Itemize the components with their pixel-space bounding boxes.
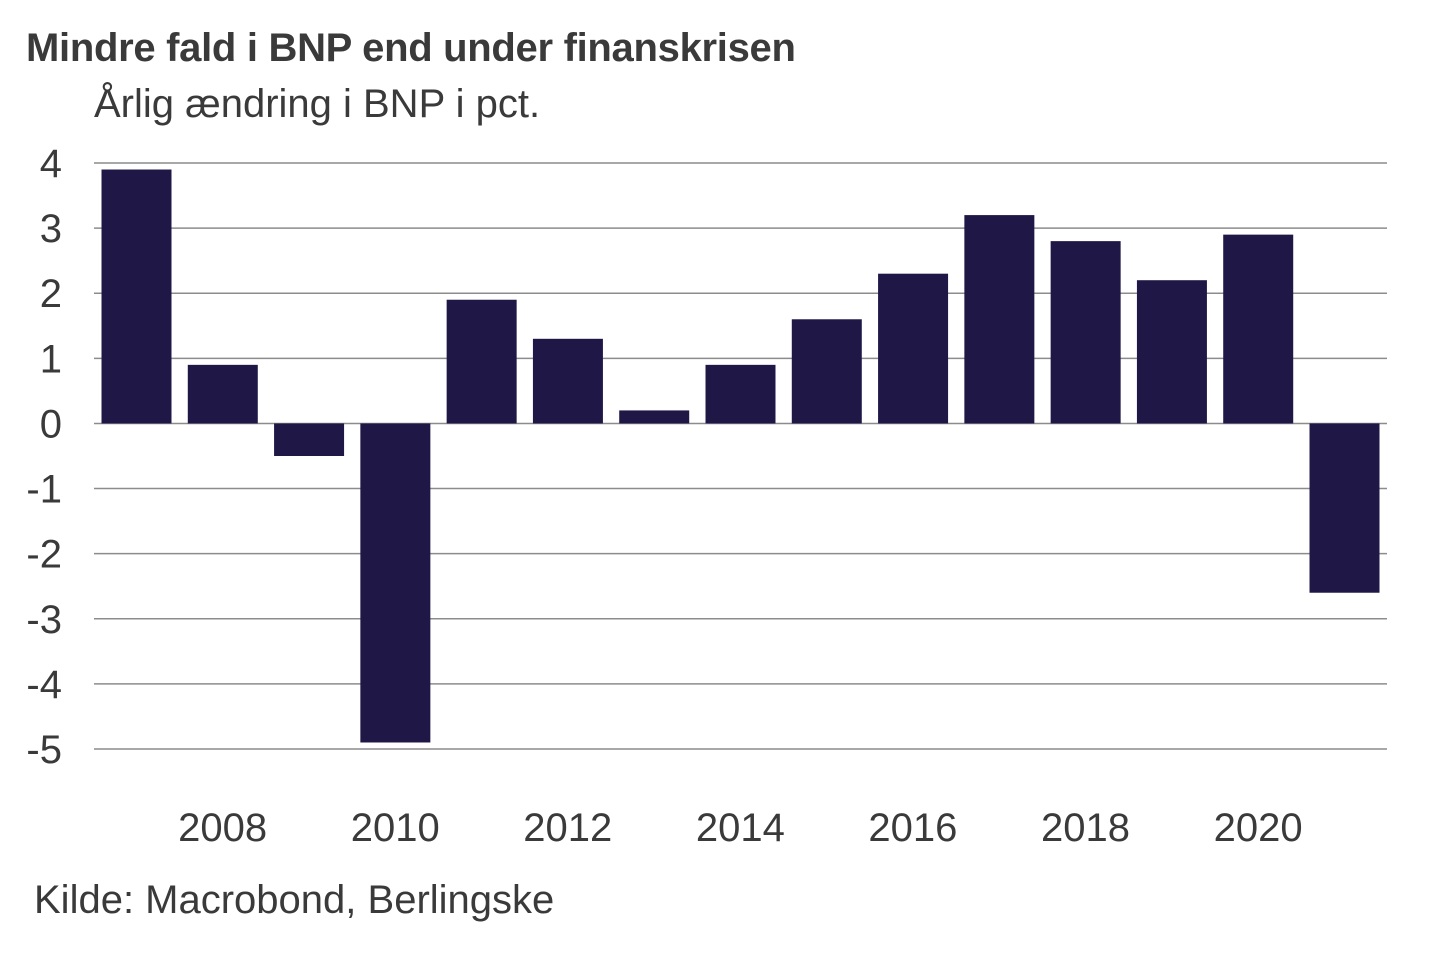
x-axis-ticks: 2008 2010 2012 2014 2016 2018 2020 [178,806,1302,850]
chart-title: Mindre fald i BNP end under finanskrisen [26,26,796,70]
bar-2021 [1309,423,1380,593]
y-tick-label: 2 [40,272,62,316]
source-note: Kilde: Macrobond, Berlingske [34,878,555,922]
x-tick-label: 2008 [178,806,267,850]
bar-2015 [791,319,862,424]
chart-subtitle: Årlig ændring i BNP i pct. [94,82,541,126]
bar-2014 [705,364,776,424]
x-tick-label: 2016 [868,806,957,850]
y-tick-label: 3 [40,207,62,251]
bars [101,169,1380,743]
bar-2009 [274,423,345,456]
bar-2016 [878,273,949,424]
bar-2011 [446,299,517,424]
bar-2017 [964,215,1035,424]
y-axis-ticks: 4 3 2 1 0 -1 -2 -3 -4 -5 [26,142,62,772]
y-tick-label: -5 [26,728,62,772]
y-tick-label: -1 [26,468,62,512]
bar-2010 [360,423,431,743]
x-tick-label: 2012 [523,806,612,850]
x-tick-label: 2014 [696,806,785,850]
bar-2012 [532,338,603,424]
y-tick-label: -2 [26,533,62,577]
y-tick-label: 1 [40,337,62,381]
bar-2008 [187,364,258,424]
bar-2020 [1223,234,1294,424]
bar-2013 [619,410,690,424]
bar-2007 [101,169,172,424]
y-tick-label: 0 [40,402,62,446]
x-tick-label: 2010 [351,806,440,850]
y-tick-label: 4 [40,142,62,186]
bar-2018 [1050,241,1121,424]
y-tick-label: -4 [26,663,62,707]
bar-2019 [1136,280,1207,424]
x-tick-label: 2020 [1214,806,1303,850]
y-tick-label: -3 [26,598,62,642]
x-tick-label: 2018 [1041,806,1130,850]
